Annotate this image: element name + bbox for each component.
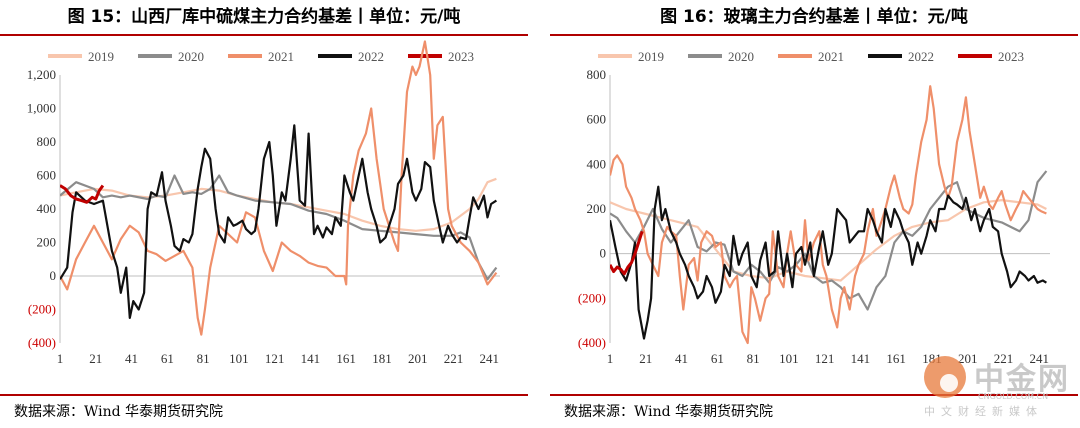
y-tick-label: (400) xyxy=(28,335,56,350)
watermark-domain: CNGOLD.COM.CN xyxy=(978,392,1049,401)
x-tick-label: 221 xyxy=(444,351,464,366)
x-tick-label: 81 xyxy=(747,351,760,366)
legend-label-2019: 2019 xyxy=(88,49,114,64)
data-source-note: 数据来源：Wind 华泰期货研究院 xyxy=(14,404,224,420)
y-tick-label: 600 xyxy=(587,112,607,127)
y-tick-label: (200) xyxy=(578,290,606,305)
chart-legend: 2019 2020 2021 2022 2023 xyxy=(48,49,474,64)
y-tick-label: 400 xyxy=(587,156,607,171)
x-tick-label: 41 xyxy=(125,351,138,366)
x-tick-label: 221 xyxy=(994,351,1014,366)
legend-label-2022: 2022 xyxy=(908,49,934,64)
series-line-2019 xyxy=(60,177,497,232)
y-tick-label: 200 xyxy=(587,201,607,216)
data-source-note: 数据来源：Wind 华泰期货研究院 xyxy=(564,404,774,420)
y-tick-label: 1,000 xyxy=(27,101,56,116)
y-tick-label: 400 xyxy=(37,201,57,216)
legend-label-2023: 2023 xyxy=(998,49,1024,64)
x-tick-label: 141 xyxy=(851,351,871,366)
x-tick-label: 61 xyxy=(711,351,724,366)
x-tick-label: 41 xyxy=(675,351,688,366)
series-line-2022 xyxy=(610,185,1047,340)
legend-label-2021: 2021 xyxy=(818,49,844,64)
x-tick-label: 101 xyxy=(779,351,799,366)
x-tick-label: 241 xyxy=(1030,351,1050,366)
chart-title: 图 16：玻璃主力合约基差丨单位：元/吨 xyxy=(660,7,968,27)
y-tick-label: 800 xyxy=(587,67,607,82)
series-line-2020 xyxy=(60,174,498,281)
x-tick-label: 61 xyxy=(161,351,174,366)
chart-panel-15: 图 15：山西厂库中硫煤主力合约基差丨单位：元/吨 2019 2020 2021 20… xyxy=(0,0,528,428)
y-tick-label: 200 xyxy=(37,235,57,250)
y-tick-label: 800 xyxy=(37,134,57,149)
watermark-name: 中金网 xyxy=(974,362,1070,397)
title-divider xyxy=(550,34,1078,36)
series-line-2021 xyxy=(610,85,1047,345)
legend-label-2019: 2019 xyxy=(638,49,664,64)
legend-label-2020: 2020 xyxy=(728,49,754,64)
x-tick-label: 161 xyxy=(886,351,906,366)
x-tick-label: 81 xyxy=(197,351,210,366)
x-tick-label: 181 xyxy=(372,351,392,366)
legend-label-2020: 2020 xyxy=(178,49,204,64)
series-line-2022 xyxy=(60,124,497,319)
basis-line-chart-glass: 2019 2020 2021 2022 2023 (400) (200) 0 200 400 600… xyxy=(578,49,1050,366)
series-line-2023 xyxy=(60,184,105,204)
legend-label-2021: 2021 xyxy=(268,49,294,64)
chart-panel-16: 图 16：玻璃主力合约基差丨单位：元/吨 2019 2020 2021 2022 202… xyxy=(550,0,1078,428)
logo-icon xyxy=(924,356,966,398)
chart-title: 图 15：山西厂库中硫煤主力合约基差丨单位：元/吨 xyxy=(67,7,461,27)
x-tick-label: 121 xyxy=(815,351,835,366)
y-tick-label: 1,200 xyxy=(27,67,56,82)
series-line-2023 xyxy=(610,230,644,276)
y-tick-label: 0 xyxy=(600,246,607,261)
watermark-slogan: 中文财经新媒体 xyxy=(924,405,1043,418)
x-tick-label: 1 xyxy=(607,351,614,366)
source-divider xyxy=(550,394,1078,396)
legend-label-2022: 2022 xyxy=(358,49,384,64)
x-tick-label: 161 xyxy=(336,351,356,366)
x-tick-label: 121 xyxy=(265,351,285,366)
chart-legend: 2019 2020 2021 2022 2023 xyxy=(598,49,1024,64)
legend-label-2023: 2023 xyxy=(448,49,474,64)
watermark-logo: 中金网 CNGOLD.COM.CN 中文财经新媒体 xyxy=(920,350,1070,420)
y-tick-label: (200) xyxy=(28,302,56,317)
x-tick-label: 21 xyxy=(639,351,652,366)
y-tick-label: (400) xyxy=(578,335,606,350)
x-tick-label: 201 xyxy=(958,351,978,366)
title-divider xyxy=(0,34,528,36)
series-line-2019 xyxy=(610,199,1047,282)
x-tick-label: 21 xyxy=(89,351,102,366)
series-line-2021 xyxy=(60,40,498,336)
x-tick-label: 141 xyxy=(301,351,321,366)
x-tick-label: 101 xyxy=(229,351,249,366)
x-tick-label: 241 xyxy=(480,351,500,366)
basis-line-chart-coal: 2019 2020 2021 2022 2023 (400) (200) 0 200 400 600… xyxy=(27,40,500,366)
y-tick-label: 600 xyxy=(37,168,57,183)
x-tick-label: 201 xyxy=(408,351,428,366)
x-tick-label: 1 xyxy=(57,351,64,366)
source-divider xyxy=(0,394,528,396)
y-tick-label: 0 xyxy=(50,268,57,283)
